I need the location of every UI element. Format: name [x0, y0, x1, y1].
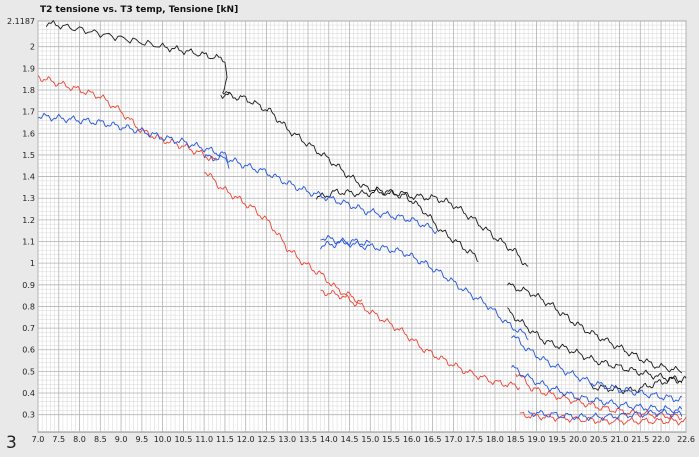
x-tick-label: 8.0 — [73, 435, 86, 444]
series-line-0-5 — [507, 307, 683, 384]
chart-title: T2 tensione vs. T3 temp, Tensione [kN] — [40, 5, 239, 15]
x-tick-label: 9.5 — [135, 435, 148, 444]
x-tick-label: 11.0 — [195, 435, 213, 444]
x-tick-label: 10.0 — [154, 435, 172, 444]
x-tick-label: 20.0 — [569, 435, 587, 444]
series-line-1-4 — [519, 411, 687, 426]
y-tick-label: 1.4 — [22, 173, 35, 182]
x-tick-label: 15.5 — [382, 435, 400, 444]
x-tick-label: 22.0 — [652, 435, 670, 444]
x-tick-label: 18.5 — [507, 435, 525, 444]
x-tick-label: 13.0 — [278, 435, 296, 444]
x-tick-label: 13.5 — [299, 435, 317, 444]
figure-number: 3 — [6, 433, 17, 453]
x-tick-label: 16.0 — [403, 435, 421, 444]
series-line-1-1 — [204, 172, 363, 303]
series-line-2-0 — [37, 112, 230, 169]
x-tick-label: 11.5 — [216, 435, 234, 444]
x-tick-label: 15.0 — [361, 435, 379, 444]
x-tick-label: 14.5 — [341, 435, 359, 444]
x-tick-label: 8.5 — [94, 435, 107, 444]
series-line-0-1 — [220, 91, 367, 188]
x-tick-label: 18.0 — [486, 435, 504, 444]
series-line-0-3 — [315, 188, 479, 263]
y-tick-label: 1.8 — [22, 86, 35, 95]
y-tick-label: 0.9 — [22, 281, 35, 290]
y-tick-label: 1.1 — [22, 238, 35, 247]
series-line-2-1 — [203, 154, 438, 235]
series-line-0-6 — [590, 376, 687, 395]
series-line-2-6 — [527, 408, 683, 422]
x-tick-label: 19.5 — [548, 435, 566, 444]
x-tick-label: 19.0 — [528, 435, 546, 444]
series-line-0-2 — [365, 185, 529, 267]
x-tick-label: 17.0 — [444, 435, 462, 444]
x-tick-label: 20.5 — [590, 435, 608, 444]
x-tick-label: 17.5 — [465, 435, 483, 444]
y-tick-label: 0.8 — [22, 302, 35, 311]
series-line-1-3 — [515, 373, 683, 421]
y-tick-label: 1.3 — [22, 194, 35, 203]
y-tick-label: 2 — [30, 43, 35, 52]
x-tick-label: 16.5 — [424, 435, 442, 444]
y-tick-label: 1.6 — [22, 129, 35, 138]
x-tick-label: 12.5 — [258, 435, 276, 444]
y-tick-label: 2.1187 — [7, 17, 35, 26]
x-tick-label: 9.0 — [115, 435, 128, 444]
x-tick-label: 10.5 — [174, 435, 192, 444]
x-tick-label: 14.0 — [320, 435, 338, 444]
y-tick-label: 0.7 — [22, 324, 35, 333]
y-tick-label: 0.4 — [22, 389, 35, 398]
series-line-2-5 — [511, 364, 683, 414]
series-line-1-2 — [320, 289, 521, 391]
series-line-2-3 — [320, 238, 371, 250]
y-tick-label: 0.6 — [22, 346, 35, 355]
series-line-0-0 — [45, 20, 230, 95]
x-tick-label: 7.5 — [52, 435, 65, 444]
y-tick-label: 1.9 — [22, 64, 35, 73]
x-tick-label: 21.5 — [631, 435, 649, 444]
x-tick-label: 7.0 — [32, 435, 45, 444]
x-tick-label: 21.0 — [611, 435, 629, 444]
y-tick-label: 1 — [30, 259, 35, 268]
series-line-2-4 — [511, 335, 682, 402]
series-line-2-2 — [320, 235, 529, 341]
x-tick-label: 12.0 — [237, 435, 255, 444]
y-tick-label: 1.5 — [22, 151, 35, 160]
y-tick-label: 0.5 — [22, 367, 35, 376]
y-tick-label: 1.2 — [22, 216, 35, 225]
series-line-1-0 — [37, 75, 217, 161]
x-tick-label: 22.6 — [677, 435, 695, 444]
series-line-0-4 — [507, 282, 683, 374]
y-tick-label: 0.3 — [22, 411, 35, 420]
y-tick-label: 1.7 — [22, 108, 35, 117]
